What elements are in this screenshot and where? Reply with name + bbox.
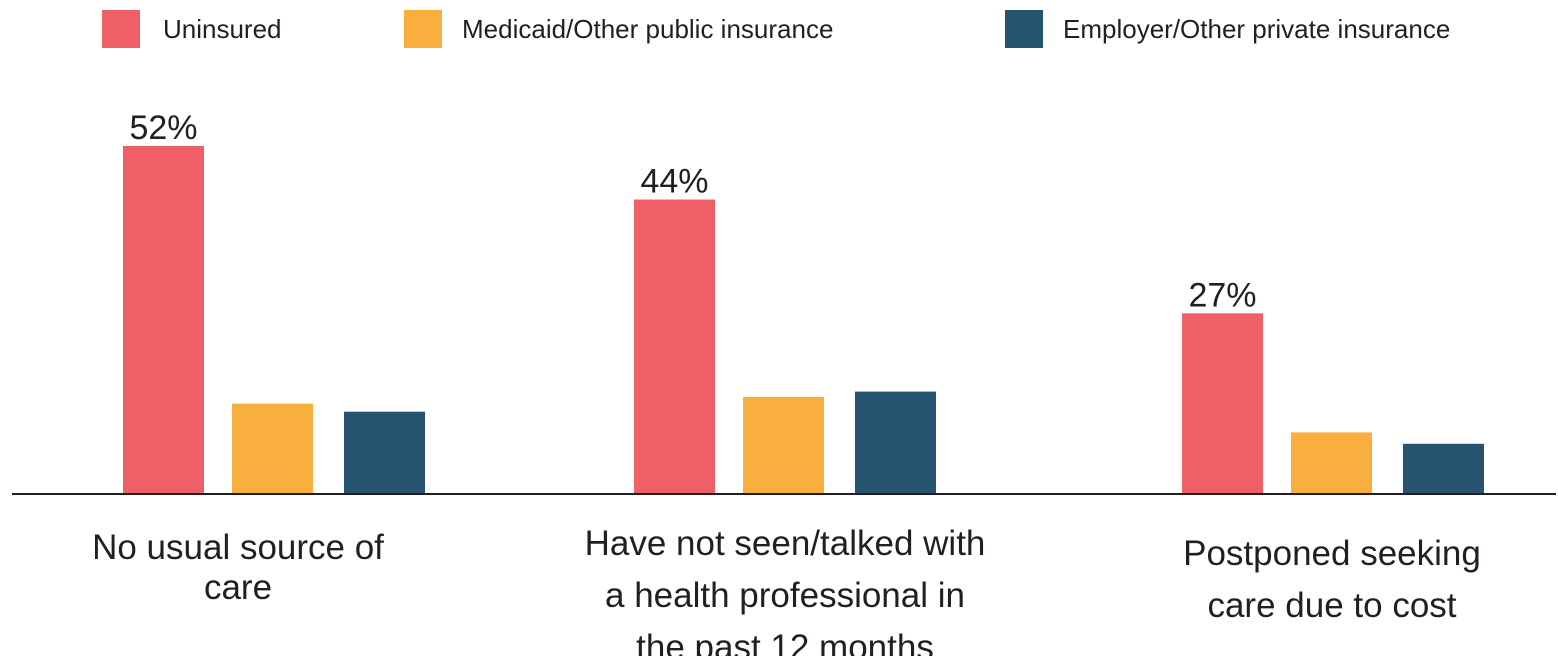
bar-series2-cat2 — [1403, 443, 1484, 494]
bar-series1-cat1 — [743, 396, 824, 494]
legend-item-employer: Employer/Other private insurance — [1005, 9, 1450, 49]
data-label-series0-cat1: 44% — [640, 163, 708, 201]
category-label-line: Have not seen/talked with — [584, 524, 986, 563]
category-label-line: No usual source of — [92, 528, 384, 567]
category-label-line: a health professional in — [605, 576, 965, 615]
category-label-line: care — [203, 568, 273, 607]
legend: Uninsured Medicaid/Other public insuranc… — [0, 9, 1558, 49]
bar-series2-cat0 — [344, 411, 425, 494]
category-label-line: care due to cost — [1207, 586, 1457, 625]
legend-label-uninsured: Uninsured — [163, 14, 282, 44]
category-label-2: Postponed seeking care due to cost — [1122, 528, 1542, 632]
legend-item-medicaid: Medicaid/Other public insurance — [404, 9, 833, 49]
legend-swatch-medicaid — [404, 10, 442, 48]
category-label-line: Postponed seeking — [1183, 534, 1481, 573]
legend-label-medicaid: Medicaid/Other public insurance — [462, 14, 834, 44]
legend-swatch-employer — [1005, 10, 1043, 48]
bar-series0-cat2 — [1182, 313, 1263, 494]
category-label-line: the past 12 months — [636, 628, 934, 656]
category-label-0: No usual source of care — [28, 528, 448, 608]
bar-series0-cat0 — [123, 146, 204, 494]
bar-series0-cat1 — [634, 199, 715, 495]
legend-item-uninsured: Uninsured — [102, 9, 282, 49]
legend-swatch-uninsured — [102, 10, 140, 48]
category-label-1: Have not seen/talked with a health profes… — [535, 518, 1035, 656]
data-label-series0-cat2: 27% — [1188, 276, 1256, 314]
bar-series1-cat2 — [1291, 432, 1372, 494]
legend-label-employer: Employer/Other private insurance — [1063, 14, 1451, 44]
bar-series2-cat1 — [855, 391, 936, 494]
data-label-series0-cat0: 52% — [129, 109, 197, 147]
bar-series1-cat0 — [232, 403, 313, 494]
